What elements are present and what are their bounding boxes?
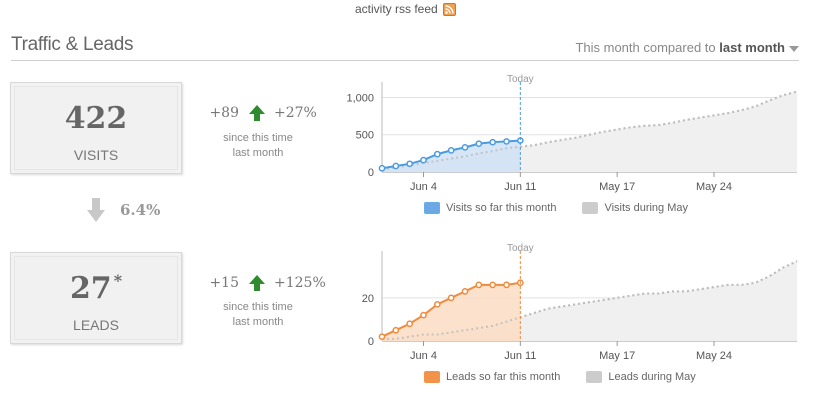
visits-label: VISITS <box>73 147 119 163</box>
legend-item-leads-current[interactable]: Leads so far this month <box>424 371 560 383</box>
data-point[interactable] <box>475 281 483 289</box>
prior-series-area <box>382 91 797 172</box>
period-prefix: This month compared to <box>575 40 716 55</box>
data-point[interactable] <box>406 320 414 328</box>
x-tick-label: May 24 <box>696 350 732 362</box>
leads-label: LEADS <box>73 317 119 333</box>
rss-label[interactable]: activity rss feed <box>355 2 438 16</box>
leads-since-line2: last month <box>232 316 284 328</box>
legend-item-visits-prior[interactable]: Visits during May <box>582 202 688 214</box>
data-point[interactable] <box>392 326 400 334</box>
legend-label: Visits so far this month <box>446 202 557 214</box>
data-point[interactable] <box>475 140 483 148</box>
data-point[interactable] <box>378 164 386 172</box>
x-tick-label: May 17 <box>599 181 635 193</box>
visits-since: since this time last month <box>208 131 308 161</box>
data-point[interactable] <box>433 300 441 308</box>
data-point[interactable] <box>503 138 510 145</box>
y-tick-label: 0 <box>368 167 374 179</box>
prior-series-area <box>382 261 797 341</box>
legend-swatch <box>586 371 603 383</box>
y-tick-label: 1,000 <box>346 92 374 104</box>
visits-delta-pct: +27% <box>274 105 317 121</box>
current-series-area <box>382 140 521 172</box>
data-point[interactable] <box>420 156 427 164</box>
visits-delta-abs: +89 <box>209 105 239 121</box>
legend-swatch <box>582 202 599 214</box>
legend-swatch <box>424 202 440 214</box>
rss-icon[interactable] <box>442 2 456 16</box>
data-point[interactable] <box>503 281 510 289</box>
data-point[interactable] <box>378 333 386 341</box>
period-selector[interactable]: This month compared to last month <box>575 40 799 55</box>
x-tick-label: Jun 4 <box>410 181 437 193</box>
data-point[interactable] <box>433 150 441 158</box>
period-value[interactable]: last month <box>719 40 785 55</box>
data-point[interactable] <box>392 162 400 170</box>
leads-footnote-star: * <box>113 271 123 290</box>
x-tick-label: Jun 11 <box>504 350 536 362</box>
conversion-value: 6.4% <box>120 201 161 219</box>
y-tick-label: 500 <box>356 130 374 142</box>
visits-legend: Visits so far this month Visits during M… <box>424 202 714 214</box>
visits-since-line2: last month <box>232 147 284 159</box>
data-point[interactable] <box>447 147 455 154</box>
legend-label: Leads so far this month <box>446 371 561 383</box>
section-title: Traffic & Leads <box>11 34 134 55</box>
today-label: Today <box>507 74 534 85</box>
legend-label: Leads during May <box>608 371 696 383</box>
leads-legend: Leads so far this month Leads during May <box>424 371 722 383</box>
x-tick-label: Jun 4 <box>410 350 437 362</box>
leads-delta-pct: +125% <box>274 275 326 291</box>
visits-delta: +89 +27% <box>205 104 317 122</box>
data-point[interactable] <box>461 288 469 295</box>
data-point[interactable] <box>461 144 469 151</box>
legend-label: Visits during May <box>604 202 689 214</box>
arrow-up-icon <box>249 105 265 121</box>
activity-rss-feed-link[interactable]: activity rss feed <box>355 2 456 16</box>
data-point[interactable] <box>489 281 497 289</box>
x-tick-label: May 17 <box>599 350 635 362</box>
data-point[interactable] <box>420 311 427 319</box>
visits-since-line1: since this time <box>223 132 293 144</box>
conversion-rate: 6.4% <box>86 197 160 223</box>
x-tick-label: Jun 11 <box>504 181 536 193</box>
visits-value: 422 <box>64 101 128 136</box>
today-label: Today <box>507 243 534 254</box>
caret-down-icon[interactable] <box>789 45 799 52</box>
prior-series-line-overlay <box>382 260 798 340</box>
leads-value: 27 <box>69 271 112 306</box>
leads-since: since this time last month <box>208 300 308 330</box>
arrow-down-icon <box>87 198 105 222</box>
x-tick-label: May 24 <box>696 181 732 193</box>
leads-stat-box: 27 * LEADS <box>10 252 182 344</box>
legend-item-visits-current[interactable]: Visits so far this month <box>424 202 556 214</box>
current-series-area <box>382 282 521 341</box>
data-point[interactable] <box>406 160 414 168</box>
y-tick-label: 0 <box>368 336 374 348</box>
legend-item-leads-prior[interactable]: Leads during May <box>586 371 696 383</box>
data-point[interactable] <box>447 294 455 302</box>
leads-delta: +15 +125% <box>205 274 326 292</box>
visits-chart: 0 500 1,000 Today Jun 4 Jun 11 May 17 May 24 <box>346 74 798 193</box>
section-header: Traffic & Leads This month compared to l… <box>11 34 799 61</box>
leads-chart: 0 20 Today Jun 4 Jun 11 May 17 May 24 <box>362 243 798 362</box>
prior-series-line-overlay <box>381 90 798 171</box>
leads-since-line1: since this time <box>223 301 293 313</box>
data-point[interactable] <box>489 138 497 146</box>
arrow-up-icon <box>249 275 265 291</box>
y-tick-label: 20 <box>362 293 374 305</box>
leads-delta-abs: +15 <box>209 275 239 291</box>
leads-value-wrap: 27 * <box>15 271 177 306</box>
visits-stat-box: 422 VISITS <box>10 82 182 174</box>
legend-swatch <box>424 371 440 383</box>
